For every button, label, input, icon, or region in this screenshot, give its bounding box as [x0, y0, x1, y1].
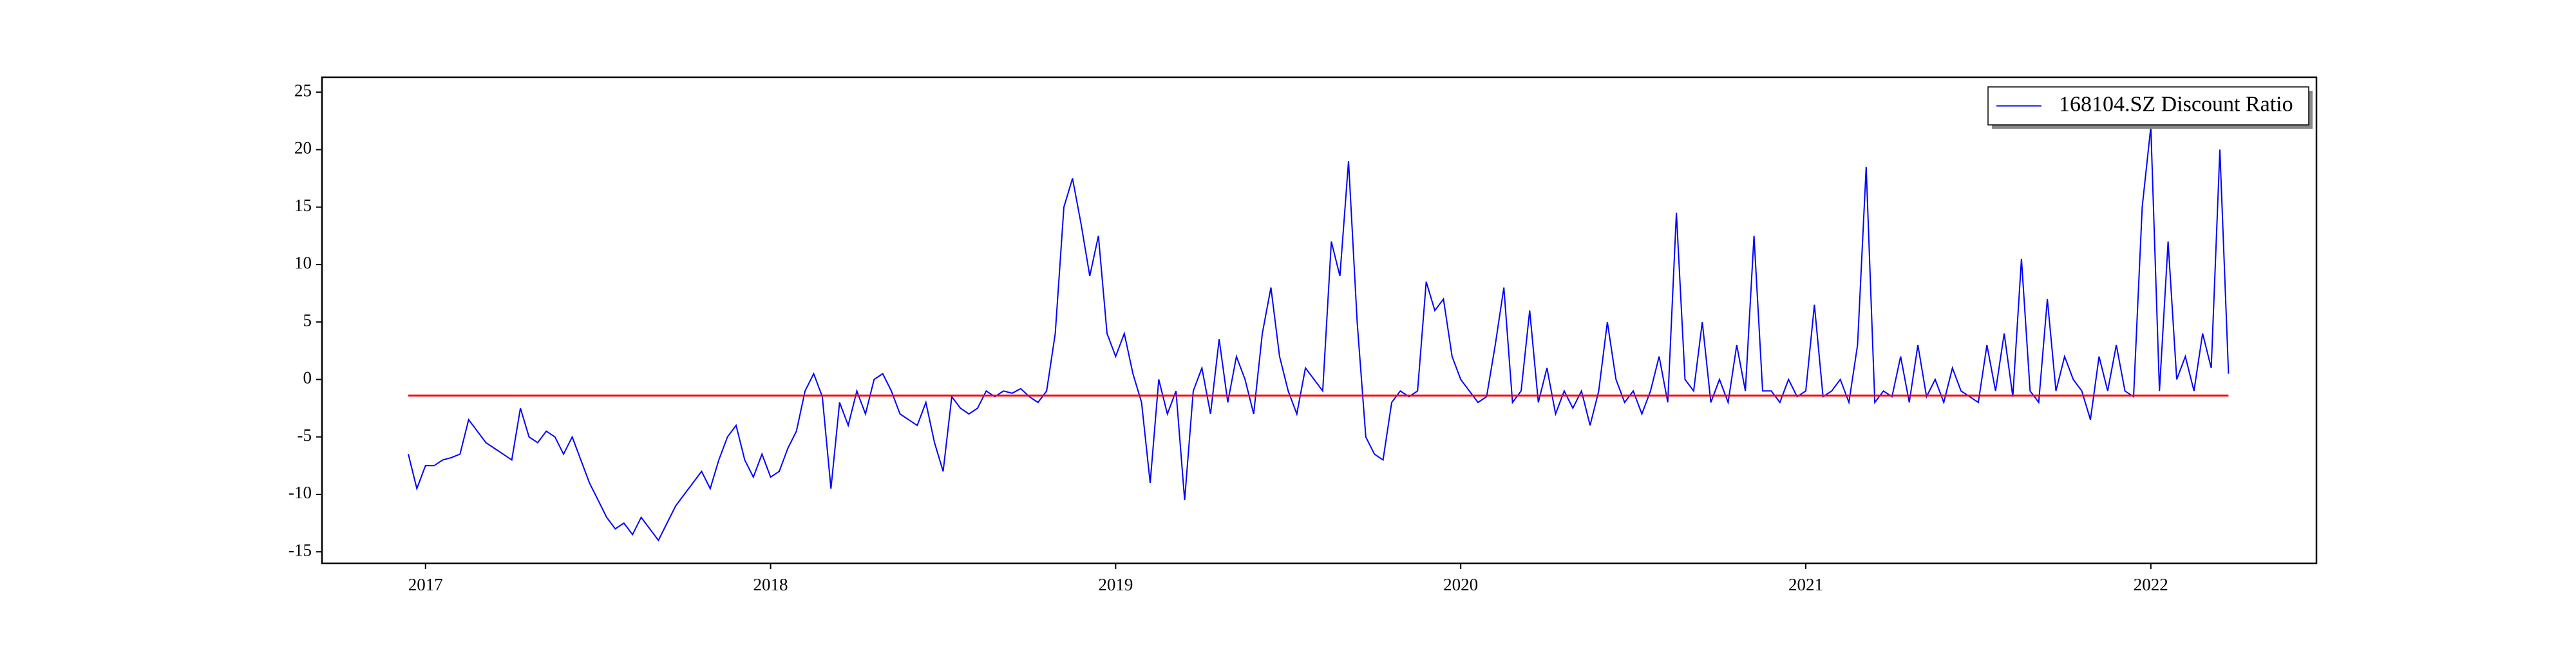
x-tick-label: 2018	[753, 575, 788, 594]
x-tick-label: 2022	[2134, 575, 2168, 594]
y-tick-label: 10	[294, 253, 312, 272]
y-tick-label: -15	[289, 540, 312, 559]
y-tick-label: -10	[289, 483, 312, 502]
y-tick-label: 5	[303, 310, 312, 330]
x-tick-label: 2017	[408, 575, 443, 594]
legend: 168104.SZ Discount Ratio	[1987, 86, 2313, 129]
y-tick-label: 15	[294, 196, 312, 215]
x-tick-label: 2020	[1443, 575, 1478, 594]
data-line	[408, 126, 2230, 542]
x-tick-label: 2019	[1098, 575, 1133, 594]
y-tick-label: 25	[294, 80, 312, 100]
legend-label: 168104.SZ Discount Ratio	[2059, 92, 2293, 116]
y-tick-label: -5	[298, 426, 312, 445]
x-tick-label: 2021	[1788, 575, 1823, 594]
y-tick-label: 0	[303, 368, 312, 388]
plot-frame	[321, 76, 2318, 565]
y-tick-label: 20	[294, 138, 312, 158]
